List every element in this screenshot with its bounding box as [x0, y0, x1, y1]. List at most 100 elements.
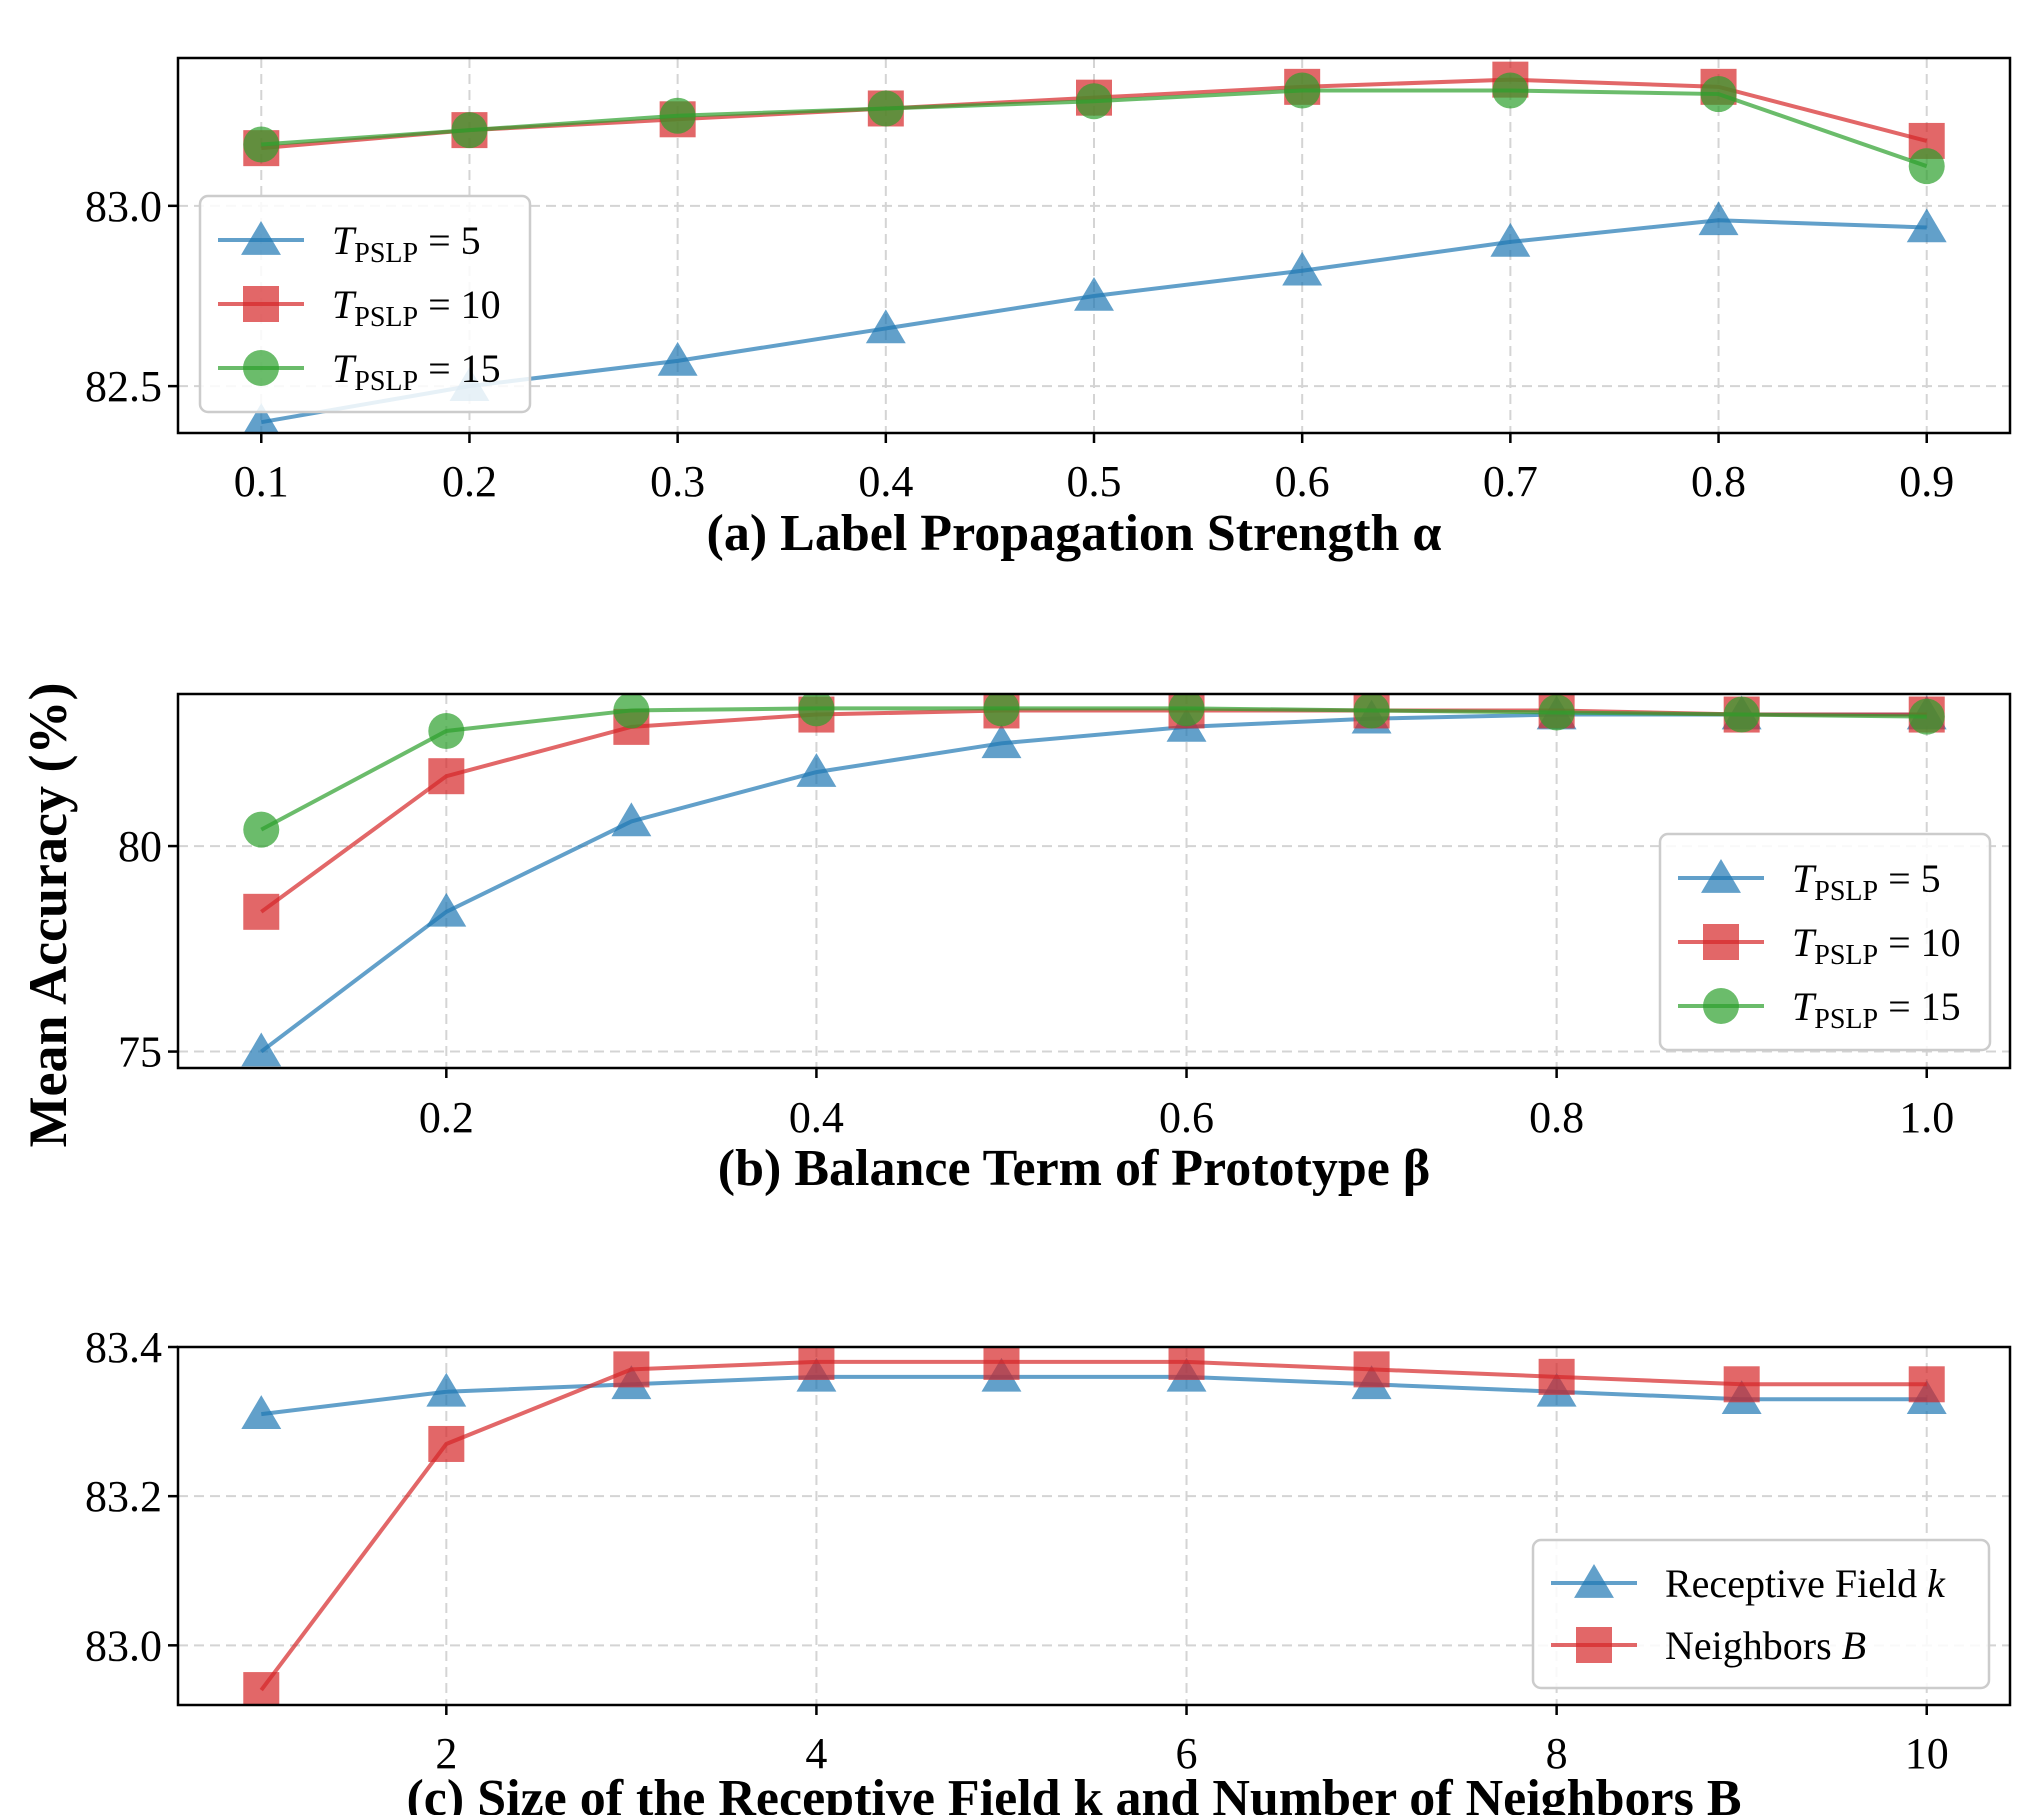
- data-point: [1908, 698, 1945, 735]
- x-tick-label: 4: [805, 1729, 827, 1778]
- data-point: [611, 802, 652, 837]
- x-tick-label: 1.0: [1899, 1093, 1954, 1142]
- data-point: [1908, 1366, 1945, 1403]
- data-point: [1076, 83, 1112, 120]
- legend-box: [1658, 832, 1992, 1052]
- data-point: [983, 1347, 1020, 1380]
- data-point: [659, 97, 696, 134]
- data-point: [867, 90, 904, 127]
- data-point: [428, 1425, 465, 1462]
- data-point: [1490, 222, 1531, 257]
- legend-label: Neighbors B: [1665, 1623, 1866, 1668]
- data-point: [1700, 76, 1737, 113]
- x-tick-label: 0.4: [789, 1093, 844, 1142]
- data-point: [243, 893, 280, 930]
- plot-area: [241, 1347, 1947, 1705]
- data-point: [1908, 148, 1945, 185]
- x-tick-label: 0.8: [1691, 457, 1746, 506]
- data-point: [243, 126, 280, 163]
- legend-label: TPSLP = 10: [332, 282, 501, 333]
- legend-marker: [1701, 859, 1741, 893]
- legend-box: [1531, 1538, 1991, 1690]
- x-tick-label: 0.2: [419, 1093, 474, 1142]
- x-tick-label: 0.9: [1899, 457, 1954, 506]
- x-tick-label: 0.3: [650, 457, 705, 506]
- data-point: [613, 694, 650, 729]
- x-tick-label: 10: [1905, 1729, 1949, 1778]
- y-tick-label: 82.5: [85, 362, 162, 411]
- y-tick-label: 83.4: [85, 1323, 162, 1372]
- data-point: [657, 341, 698, 376]
- legend-label: Receptive Field k: [1665, 1561, 1946, 1606]
- data-point: [243, 403, 279, 433]
- legend: TPSLP = 5 TPSLP = 10 TPSLP = 15: [198, 194, 532, 414]
- legend-box: [198, 194, 532, 414]
- data-point: [426, 1372, 467, 1407]
- legend-label: TPSLP = 5: [1792, 856, 1941, 907]
- data-point: [798, 694, 835, 727]
- panel-caption: (b) Balance Term of Prototype β: [718, 1140, 1430, 1197]
- panel-caption: (c) Size of the Receptive Field k and Nu…: [406, 1770, 1741, 1815]
- x-tick-label: 0.8: [1529, 1093, 1584, 1142]
- legend-label: TPSLP = 5: [332, 218, 481, 269]
- y-tick-label: 80: [118, 822, 162, 871]
- data-point: [243, 1672, 280, 1705]
- y-tick-label: 75: [118, 1028, 162, 1077]
- legend-label: TPSLP = 15: [1792, 984, 1961, 1035]
- data-point: [1168, 694, 1205, 727]
- x-tick-label: 2: [435, 1729, 457, 1778]
- legend: TPSLP = 5 TPSLP = 10 TPSLP = 15: [1658, 832, 1992, 1052]
- legend-marker: [1703, 988, 1739, 1024]
- data-point: [1906, 208, 1947, 243]
- legend-marker: [1574, 1564, 1614, 1598]
- y-tick-label: 83.0: [85, 182, 162, 231]
- x-tick-label: 0.7: [1483, 457, 1538, 506]
- legend-marker: [241, 221, 281, 255]
- data-point: [1353, 694, 1390, 729]
- x-tick-label: 0.1: [234, 457, 289, 506]
- series-line: [259, 1359, 1927, 1692]
- data-point: [981, 724, 1022, 759]
- y-axis-label: Mean Accuracy (%): [18, 683, 78, 1148]
- data-point: [1282, 251, 1323, 286]
- panel-c-line-chart: 2 4 6 8 10 83.0 83.2 83.4 Receptive Field k Neigh…: [85, 1323, 2012, 1815]
- data-point: [1723, 1366, 1760, 1403]
- data-point: [1284, 72, 1321, 109]
- data-point: [865, 309, 906, 344]
- data-point: [241, 1032, 282, 1067]
- panel-a-line-chart: 0.1 0.2 0.3 0.4 0.5 0.6 0.7 0.8 0.9 82.5 83.0 TPSLP…: [85, 56, 2012, 562]
- y-tick-label: 83.2: [85, 1472, 162, 1521]
- data-point: [428, 712, 465, 749]
- data-point: [241, 1395, 282, 1429]
- data-point: [1538, 694, 1575, 731]
- data-point: [1168, 1347, 1205, 1380]
- data-point: [1538, 1358, 1575, 1395]
- legend-marker: [243, 286, 279, 322]
- axes-frame: [176, 1345, 2012, 1707]
- panel-caption: (a) Label Propagation Strength α: [707, 505, 1442, 562]
- series-line: [260, 706, 1927, 832]
- legend: Receptive Field k Neighbors B: [1531, 1538, 1991, 1690]
- legend-label: TPSLP = 15: [332, 346, 501, 397]
- legend-marker: [1703, 924, 1739, 960]
- y-tick-label: 83.0: [85, 1621, 162, 1670]
- series-line: [261, 1374, 1927, 1417]
- data-point: [1698, 201, 1739, 236]
- plot-area: [243, 61, 1947, 433]
- legend-marker: [243, 350, 279, 386]
- data-point: [798, 1347, 835, 1380]
- data-point: [983, 694, 1020, 727]
- x-tick-label: 6: [1176, 1729, 1198, 1778]
- data-point: [243, 811, 280, 848]
- data-point: [1074, 276, 1114, 311]
- data-point: [1723, 696, 1760, 733]
- x-tick-label: 0.6: [1159, 1093, 1214, 1142]
- axes-frame: [176, 692, 2012, 1070]
- x-tick-label: 0.5: [1067, 457, 1122, 506]
- data-point: [1492, 72, 1529, 109]
- x-tick-label: 8: [1546, 1729, 1568, 1778]
- data-point: [426, 892, 467, 927]
- data-point: [613, 1351, 650, 1388]
